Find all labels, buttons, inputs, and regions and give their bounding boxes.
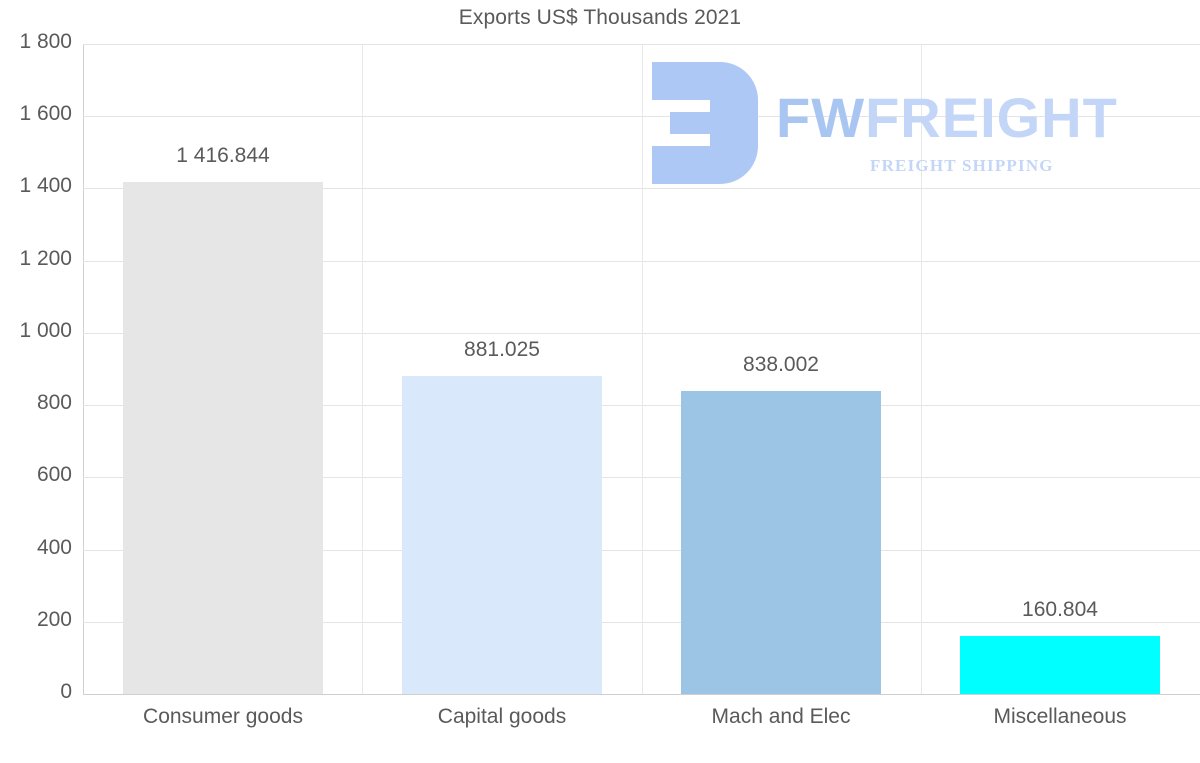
category-gridline: [642, 44, 643, 694]
category-gridline: [362, 44, 363, 694]
y-axis-tick-label: 1 400: [19, 174, 72, 197]
y-axis-tick-label: 200: [36, 608, 72, 631]
gridline: [83, 333, 1200, 334]
bar[interactable]: [681, 391, 881, 694]
gridline: [83, 622, 1200, 623]
gridline: [83, 44, 1200, 45]
y-axis-tick-label: 800: [36, 391, 72, 414]
gridline: [83, 405, 1200, 406]
bar[interactable]: [402, 376, 602, 694]
x-axis-tick-label: Capital goods: [437, 705, 567, 728]
bar-value-label: 1 416.844: [176, 144, 270, 167]
x-axis-tick-label: Mach and Elec: [711, 705, 851, 728]
bar-value-label: 838.002: [743, 353, 819, 376]
gridline: [83, 188, 1200, 189]
bar[interactable]: [123, 182, 323, 694]
gridline: [83, 477, 1200, 478]
chart-title: Exports US$ Thousands 2021: [458, 6, 742, 29]
plot-area: [83, 44, 1200, 695]
y-axis-tick-labels: 0 200 400 600 800 1 000 1 200 1 400 1 600 1 800: [0, 30, 72, 703]
y-axis-tick-label: 600: [36, 463, 72, 486]
y-axis-tick-label: 400: [36, 536, 72, 559]
gridline: [83, 550, 1200, 551]
gridline: [83, 694, 1200, 695]
gridline: [83, 116, 1200, 117]
y-axis-line: [83, 44, 84, 695]
bar-value-label: 160.804: [1022, 598, 1098, 621]
gridline: [83, 261, 1200, 262]
y-axis-tick-label: 1 600: [19, 102, 72, 125]
y-axis-tick-label: 1 000: [19, 319, 72, 342]
bar-value-label: 881.025: [464, 338, 540, 361]
bar[interactable]: [960, 636, 1160, 694]
y-axis-tick-label: 1 800: [19, 30, 72, 53]
x-axis-tick-label: Consumer goods: [143, 705, 303, 728]
y-axis-tick-label: 1 200: [19, 247, 72, 270]
x-axis-tick-label: Miscellaneous: [993, 705, 1127, 728]
category-gridline: [921, 44, 922, 694]
y-axis-tick-label: 0: [60, 680, 72, 703]
